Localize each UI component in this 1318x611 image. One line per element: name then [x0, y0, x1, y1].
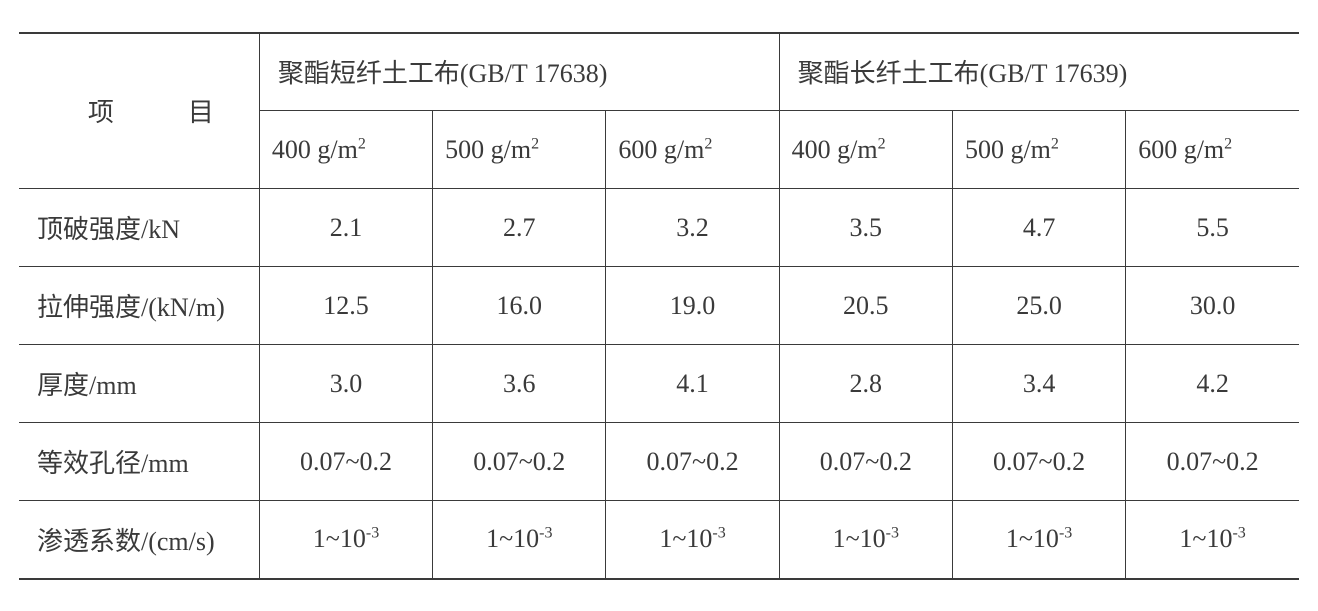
cell: 19.0	[606, 267, 779, 345]
cell: 12.5	[259, 267, 432, 345]
table-row: 等效孔径/mm 0.07~0.2 0.07~0.2 0.07~0.2 0.07~…	[19, 423, 1299, 501]
cell: 2.7	[433, 189, 606, 267]
subcol-400-a: 400 g/m2	[259, 111, 432, 189]
col-group-short-fiber: 聚酯短纤土工布(GB/T 17638)	[259, 33, 779, 111]
cell: 0.07~0.2	[606, 423, 779, 501]
table-row: 顶破强度/kN 2.1 2.7 3.2 3.5 4.7 5.5	[19, 189, 1299, 267]
row-label-thickness: 厚度/mm	[19, 345, 259, 423]
subcol-500-b: 500 g/m2	[952, 111, 1125, 189]
cell: 4.1	[606, 345, 779, 423]
cell: 3.4	[952, 345, 1125, 423]
table-row: 渗透系数/(cm/s) 1~10-3 1~10-3 1~10-3 1~10-3 …	[19, 501, 1299, 579]
table-row: 厚度/mm 3.0 3.6 4.1 2.8 3.4 4.2	[19, 345, 1299, 423]
cell: 30.0	[1126, 267, 1299, 345]
cell: 20.5	[779, 267, 952, 345]
subcol-500-a: 500 g/m2	[433, 111, 606, 189]
project-label: 项 目	[40, 98, 238, 127]
subcol-600-b: 600 g/m2	[1126, 111, 1299, 189]
cell: 3.2	[606, 189, 779, 267]
cell: 5.5	[1126, 189, 1299, 267]
row-label-eq-pore-size: 等效孔径/mm	[19, 423, 259, 501]
cell: 3.6	[433, 345, 606, 423]
subcol-400-b: 400 g/m2	[779, 111, 952, 189]
row-label-permeability: 渗透系数/(cm/s)	[19, 501, 259, 579]
row-label-burst-strength: 顶破强度/kN	[19, 189, 259, 267]
cell: 1~10-3	[259, 501, 432, 579]
cell: 1~10-3	[779, 501, 952, 579]
cell: 3.5	[779, 189, 952, 267]
cell: 1~10-3	[952, 501, 1125, 579]
cell: 1~10-3	[1126, 501, 1299, 579]
cell: 4.7	[952, 189, 1125, 267]
cell: 4.2	[1126, 345, 1299, 423]
cell: 3.0	[259, 345, 432, 423]
row-label-tensile-strength: 拉伸强度/(kN/m)	[19, 267, 259, 345]
cell: 16.0	[433, 267, 606, 345]
subcol-600-a: 600 g/m2	[606, 111, 779, 189]
table-row: 拉伸强度/(kN/m) 12.5 16.0 19.0 20.5 25.0 30.…	[19, 267, 1299, 345]
col-header-project: 项 目	[19, 33, 259, 189]
cell: 2.8	[779, 345, 952, 423]
cell: 0.07~0.2	[952, 423, 1125, 501]
cell: 0.07~0.2	[259, 423, 432, 501]
cell: 2.1	[259, 189, 432, 267]
cell: 25.0	[952, 267, 1125, 345]
cell: 0.07~0.2	[1126, 423, 1299, 501]
geotextile-spec-table: 项 目 聚酯短纤土工布(GB/T 17638) 聚酯长纤土工布(GB/T 176…	[19, 32, 1299, 580]
cell: 0.07~0.2	[779, 423, 952, 501]
cell: 1~10-3	[606, 501, 779, 579]
cell: 0.07~0.2	[433, 423, 606, 501]
col-group-long-fiber: 聚酯长纤土工布(GB/T 17639)	[779, 33, 1299, 111]
table-header-row-1: 项 目 聚酯短纤土工布(GB/T 17638) 聚酯长纤土工布(GB/T 176…	[19, 33, 1299, 111]
cell: 1~10-3	[433, 501, 606, 579]
